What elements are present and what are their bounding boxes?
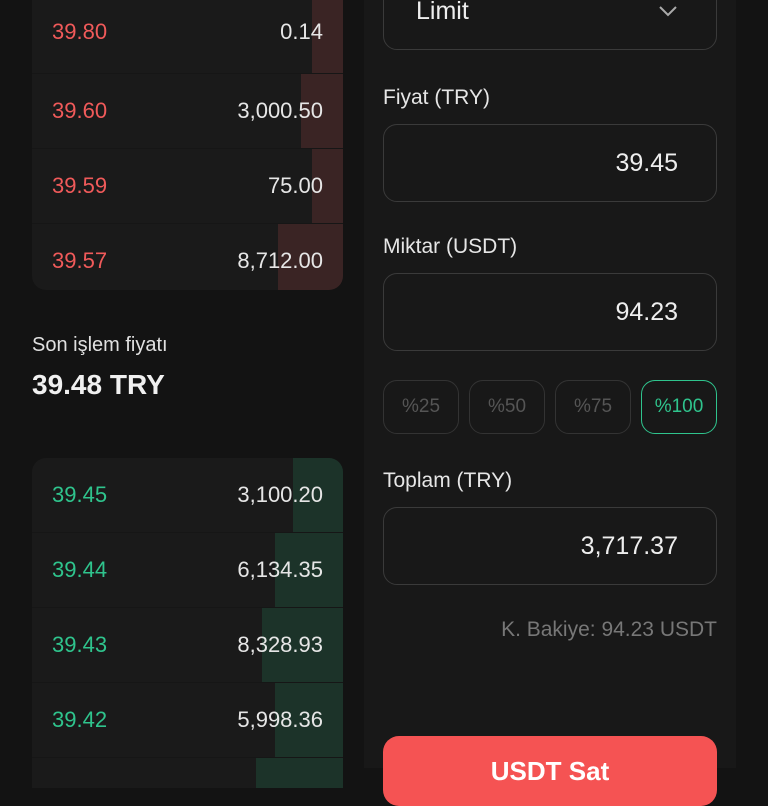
ask-row[interactable]: 39.80 0.14 bbox=[32, 0, 343, 74]
last-trade-label: Son işlem fiyatı bbox=[32, 334, 168, 356]
price: 39.60 bbox=[52, 98, 108, 123]
depth-bar bbox=[277, 224, 343, 290]
depth-bar bbox=[293, 458, 343, 532]
price-input[interactable]: 39.45 bbox=[383, 124, 717, 202]
order-type-value: Limit bbox=[416, 0, 469, 25]
amount: 8,328.93 bbox=[237, 632, 323, 657]
bid-row[interactable]: 39.44 6,134.35 bbox=[32, 533, 343, 608]
last-trade: Son işlem fiyatı 39.48 TRY bbox=[32, 334, 168, 401]
percent-button-50[interactable]: %50 bbox=[469, 380, 545, 434]
depth-bar bbox=[255, 758, 343, 788]
price: 39.42 bbox=[52, 707, 108, 732]
chevron-down-icon bbox=[659, 6, 677, 17]
ask-row[interactable]: 39.57 8,712.00 bbox=[32, 224, 343, 290]
amount: 8,712.00 bbox=[237, 248, 323, 273]
depth-bar bbox=[311, 0, 343, 73]
price: 39.44 bbox=[52, 557, 108, 582]
price: 39.57 bbox=[52, 248, 108, 273]
amount: 75.00 bbox=[267, 173, 323, 198]
total-input[interactable]: 3,717.37 bbox=[383, 507, 717, 585]
depth-bar bbox=[274, 533, 343, 607]
amount-label: Miktar (USDT) bbox=[383, 235, 518, 258]
order-form: Limit Fiyat (TRY) 39.45 Miktar (USDT) 94… bbox=[364, 0, 736, 806]
bid-row[interactable]: 39.43 8,328.93 bbox=[32, 608, 343, 683]
order-book-bids: 39.45 3,100.20 39.44 6,134.35 39.43 8,328.93 3… bbox=[32, 458, 343, 788]
amount: 5,998.36 bbox=[237, 707, 323, 732]
sell-button[interactable]: USDT Sat bbox=[383, 736, 717, 806]
amount: 3,100.20 bbox=[237, 482, 323, 507]
bid-row[interactable]: 39.45 3,100.20 bbox=[32, 458, 343, 533]
order-book-asks: 39.80 0.14 39.60 3,000.50 39.59 75.00 39.57 8,7… bbox=[32, 0, 343, 290]
price: 39.80 bbox=[52, 18, 108, 44]
depth-bar bbox=[301, 74, 343, 148]
percent-button-25[interactable]: %25 bbox=[383, 380, 459, 434]
last-trade-price: 39.48 TRY bbox=[32, 369, 165, 400]
percent-button-100[interactable]: %100 bbox=[641, 380, 717, 434]
depth-bar bbox=[262, 608, 343, 682]
amount-input[interactable]: 94.23 bbox=[383, 273, 717, 351]
amount: 3,000.50 bbox=[237, 98, 323, 123]
price: 39.59 bbox=[52, 173, 108, 198]
percent-button-75[interactable]: %75 bbox=[555, 380, 631, 434]
available-balance: K. Bakiye: 94.23 USDT bbox=[501, 618, 717, 641]
order-type-select[interactable]: Limit bbox=[383, 0, 717, 50]
amount: 0.14 bbox=[280, 18, 323, 44]
depth-bar bbox=[274, 683, 343, 757]
ask-row[interactable]: 39.60 3,000.50 bbox=[32, 74, 343, 149]
depth-bar bbox=[311, 149, 343, 223]
price-label: Fiyat (TRY) bbox=[383, 86, 490, 109]
price: 39.43 bbox=[52, 632, 108, 657]
bid-row[interactable]: 39.42 5,998.36 bbox=[32, 683, 343, 758]
bid-row[interactable] bbox=[32, 758, 343, 788]
total-label: Toplam (TRY) bbox=[383, 469, 513, 492]
ask-row[interactable]: 39.59 75.00 bbox=[32, 149, 343, 224]
amount: 6,134.35 bbox=[237, 557, 323, 582]
price: 39.45 bbox=[52, 482, 108, 507]
